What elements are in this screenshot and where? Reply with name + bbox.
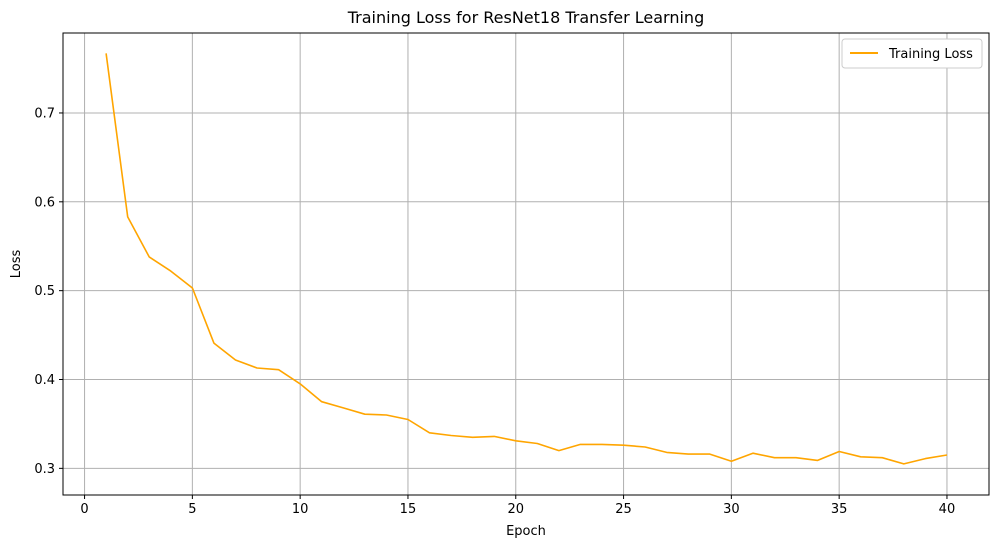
legend: Training Loss: [841, 38, 983, 69]
y-axis-ticks: 0.3 0.4 0.5 0.6 0.7: [34, 106, 63, 477]
y-tick-label: 0.5: [34, 284, 55, 299]
x-axis-label: Epoch: [506, 524, 546, 539]
legend-label: Training Loss: [888, 47, 973, 62]
x-axis-ticks: 0 5 10 15 20 25 30 35 40: [80, 495, 955, 517]
grid: [63, 33, 989, 495]
series-layer: [105, 53, 948, 465]
y-tick-label: 0.6: [34, 195, 55, 210]
series-line: [105, 53, 948, 465]
x-tick-label: 35: [831, 502, 848, 517]
plot-frame: [62, 32, 990, 496]
y-tick-label: 0.7: [34, 106, 55, 121]
x-tick-label: 30: [723, 502, 740, 517]
x-tick-label: 40: [939, 502, 956, 517]
x-tick-label: 15: [400, 502, 417, 517]
y-tick-label: 0.3: [34, 462, 55, 477]
x-tick-label: 25: [615, 502, 632, 517]
legend-box: [841, 38, 983, 69]
y-tick-label: 0.4: [34, 373, 55, 388]
x-tick-label: 20: [507, 502, 524, 517]
x-tick-label: 5: [188, 502, 196, 517]
x-tick-label: 10: [292, 502, 309, 517]
y-axis-label: Loss: [9, 250, 24, 279]
x-tick-label: 0: [80, 502, 88, 517]
chart-title: Training Loss for ResNet18 Transfer Lear…: [347, 8, 704, 27]
